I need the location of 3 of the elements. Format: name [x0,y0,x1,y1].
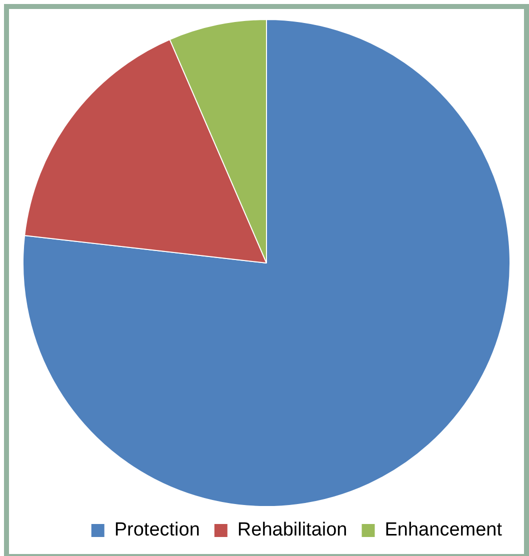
legend-label: Enhancement [384,520,503,541]
legend-label: Rehabilitaion [237,520,348,541]
legend-label: Protection [114,520,200,541]
